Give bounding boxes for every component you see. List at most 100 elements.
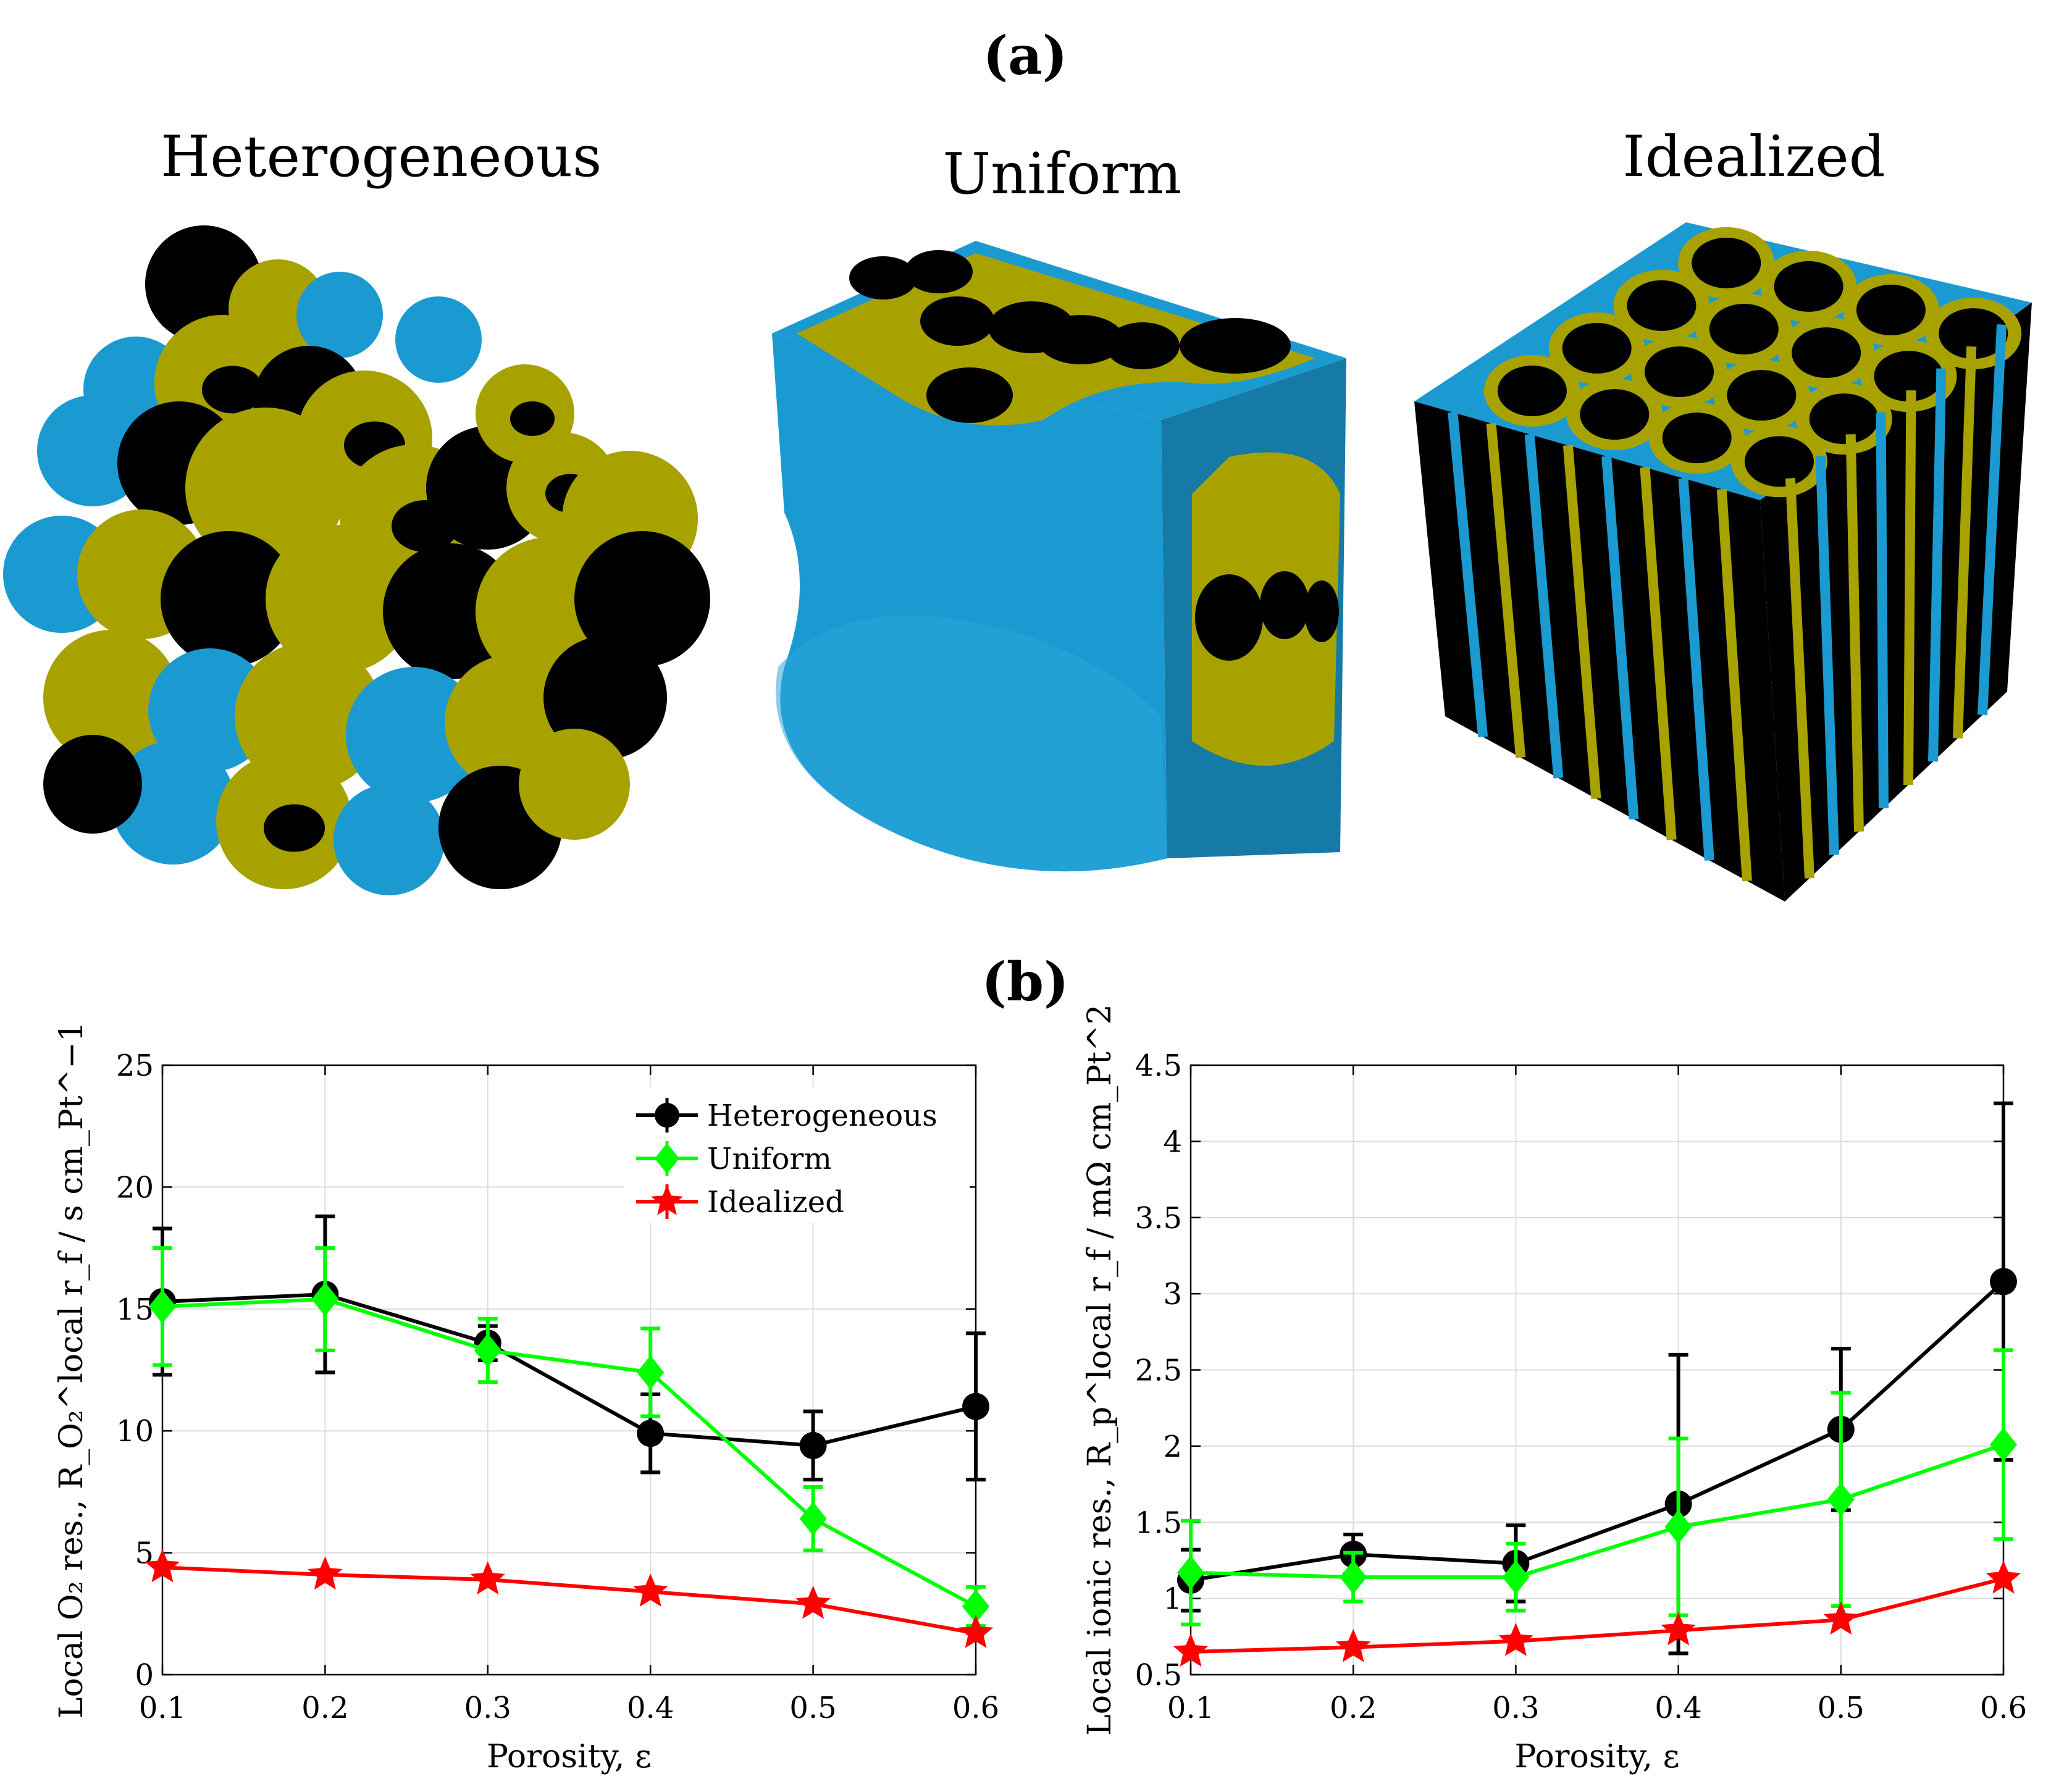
grid [1190, 1065, 2004, 1675]
y-tick-label: 4 [1163, 1124, 1182, 1159]
data-point [651, 1185, 683, 1215]
chart-ionic-resistance: 0.1 0.2 0.3 0.4 0.5 0.6 0.5 1 1.5 2 2.5 3 3.5 4 4.5 Por… [1081, 1004, 2027, 1775]
data-point [145, 1549, 180, 1583]
ring-core [1809, 393, 1879, 445]
y-tick-label: 0.5 [1135, 1658, 1182, 1693]
x-tick-label: 0.4 [627, 1691, 674, 1725]
stripe [1448, 412, 1488, 738]
data-point [470, 1561, 505, 1595]
ring-core [1939, 308, 2008, 359]
data-point [1664, 1510, 1692, 1544]
uniform-body [772, 241, 1346, 872]
data-point [795, 1585, 831, 1619]
x-tick-label: 0.6 [1980, 1691, 2027, 1725]
series-idealized [145, 1549, 994, 1648]
ring-core [1744, 436, 1814, 487]
idealized-structure-render [1414, 222, 2032, 902]
y-tick-label: 4.5 [1135, 1049, 1182, 1083]
data-point [1990, 1268, 2017, 1296]
data-point [799, 1431, 827, 1459]
stripe [1928, 368, 1947, 762]
x-axis-label: Porosity, ε [487, 1738, 652, 1775]
data-point [1986, 1560, 2021, 1594]
x-axis-label: Porosity, ε [1514, 1738, 1679, 1775]
series-line [162, 1565, 976, 1635]
sphere [43, 630, 179, 766]
sphere [266, 525, 414, 673]
stripe [1785, 478, 1814, 879]
y-tick-label: 1 [1163, 1582, 1182, 1617]
stripe [1486, 422, 1526, 758]
sphere [296, 272, 383, 358]
ring-core [1645, 346, 1714, 398]
series-uniform [149, 1246, 989, 1628]
x-tick-label: 0.2 [1330, 1691, 1377, 1725]
stripe [1640, 467, 1677, 840]
y-tick-label: 15 [116, 1292, 154, 1327]
sphere-core [264, 804, 325, 852]
y-tick-label: 1.5 [1135, 1505, 1182, 1540]
stripe [1876, 412, 1889, 808]
x-tick-label: 0.2 [301, 1691, 348, 1725]
data-point [962, 1392, 989, 1420]
data-point [633, 1573, 668, 1607]
data-point [799, 1501, 827, 1536]
data-point [1498, 1623, 1533, 1656]
data-point [958, 1615, 994, 1648]
x-tick-label: 0.1 [1167, 1691, 1214, 1725]
sphere [43, 735, 142, 834]
legend-entry: Idealized [707, 1185, 844, 1220]
stripe [1524, 433, 1564, 779]
ring-core [1856, 285, 1926, 336]
ring-core [1709, 303, 1779, 354]
x-tick-label: 0.5 [1818, 1691, 1864, 1725]
y-tick-label: 2 [1163, 1430, 1182, 1464]
y-tick-label: 25 [116, 1049, 154, 1083]
sphere [111, 741, 235, 865]
x-tick-label: 0.4 [1655, 1691, 1701, 1725]
y-tick-label: 20 [116, 1170, 154, 1205]
stripe [1815, 456, 1839, 855]
ring-core [1727, 370, 1797, 421]
legend: Heterogeneous Uniform Idealized [624, 1087, 970, 1223]
idealized-stripes [1448, 324, 2007, 882]
idealized-cube [1414, 222, 2032, 902]
data-point [1173, 1633, 1209, 1667]
stripe [1678, 477, 1714, 861]
stripe [1978, 324, 2007, 716]
structure-title-heterogeneous: Heterogeneous [161, 124, 602, 190]
series-idealized [1173, 1560, 2021, 1667]
y-axis-label: Local ionic res., R_p^local r_f / mΩ cm_… [1081, 1004, 1118, 1736]
series-line [1190, 1576, 2004, 1654]
data-point [655, 1143, 679, 1174]
data-point [962, 1589, 989, 1623]
data-point [149, 1289, 176, 1324]
data-point [308, 1556, 343, 1590]
y-tick-label: 10 [116, 1414, 154, 1449]
data-point [311, 1282, 339, 1317]
legend-entry: Heterogeneous [707, 1099, 937, 1133]
panel-label-a: (a) [983, 25, 1068, 87]
series-line [1190, 1280, 2005, 1582]
heterogeneous-spheres [3, 225, 710, 895]
ring-core [1692, 237, 1761, 288]
data-point [1827, 1482, 1855, 1517]
data-point [655, 1103, 679, 1128]
uniform-structure-render [772, 241, 1346, 872]
sphere [161, 531, 296, 667]
series-line [162, 1292, 976, 1447]
y-tick-label: 3 [1163, 1277, 1182, 1312]
sphere [395, 296, 482, 383]
data-point [474, 1333, 501, 1368]
sphere-core [202, 366, 263, 414]
stripe [1953, 346, 1977, 739]
y-axis-label: Local O₂ res., R_O₂^local r_f / s cm_Pt^… [53, 1021, 90, 1719]
structure-title-idealized: Idealized [1622, 124, 1885, 190]
ring-core [1792, 327, 1861, 379]
series-heterogeneous [1177, 1101, 2017, 1656]
data-point [637, 1420, 665, 1447]
ring-core [1774, 261, 1843, 312]
data-point [1990, 1427, 2017, 1462]
